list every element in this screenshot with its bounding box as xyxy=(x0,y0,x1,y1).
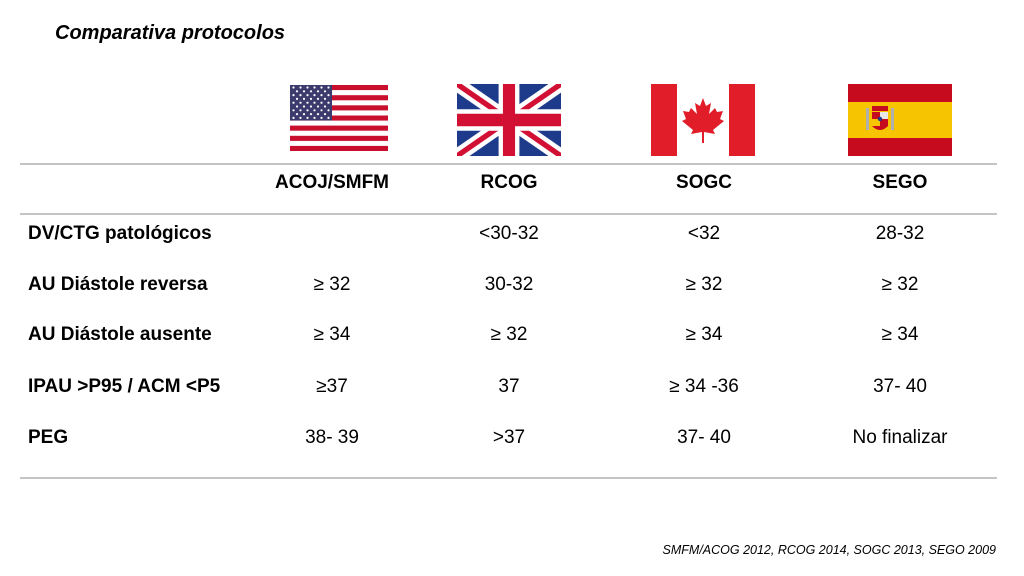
uk-flag-icon xyxy=(457,84,561,156)
spain-flag-icon xyxy=(848,84,952,156)
table-cell: 30-32 xyxy=(484,274,534,295)
table-cell: >37 xyxy=(492,427,526,448)
column-header-rcog: RCOG xyxy=(480,172,538,193)
table-cell: 38- 39 xyxy=(305,427,359,448)
table-cell: <32 xyxy=(687,223,721,244)
header-bottom-rule xyxy=(20,213,997,215)
column-header-acoj-smfm: ACOJ/SMFM xyxy=(275,172,389,193)
row-label: IPAU >P95 / ACM <P5 xyxy=(28,376,221,397)
canada-flag-icon xyxy=(651,84,755,156)
table-cell: ≥ 34 xyxy=(313,324,351,345)
row-label: AU Diástole ausente xyxy=(28,324,212,345)
header-top-rule xyxy=(20,163,997,165)
table-cell: ≥ 32 xyxy=(490,324,528,345)
column-header-sogc: SOGC xyxy=(676,172,732,193)
table-cell: ≥ 34 xyxy=(685,324,723,345)
row-label: DV/CTG patológicos xyxy=(28,223,212,244)
usa-flag-icon xyxy=(290,85,388,151)
table-cell: 37- 40 xyxy=(873,376,927,397)
table-cell: 37- 40 xyxy=(677,427,731,448)
table-cell: ≥37 xyxy=(316,376,348,397)
table-cell: ≥ 32 xyxy=(881,274,919,295)
table-cell: ≥ 32 xyxy=(313,274,351,295)
table-cell: No finalizar xyxy=(852,427,948,448)
table-cell: ≥ 34 xyxy=(881,324,919,345)
row-label: AU Diástole reversa xyxy=(28,274,208,295)
table-cell: ≥ 32 xyxy=(685,274,723,295)
table-cell: <30-32 xyxy=(479,223,539,244)
table-cell: 28-32 xyxy=(875,223,925,244)
table-cell: 37 xyxy=(498,376,520,397)
footnote-references: SMFM/ACOG 2012, RCOG 2014, SOGC 2013, SE… xyxy=(662,543,996,557)
slide-title: Comparativa protocolos xyxy=(55,22,286,44)
table-cell: ≥ 34 -36 xyxy=(669,376,739,397)
column-header-sego: SEGO xyxy=(872,172,928,193)
row-label: PEG xyxy=(28,427,69,448)
table-bottom-rule xyxy=(20,477,997,479)
